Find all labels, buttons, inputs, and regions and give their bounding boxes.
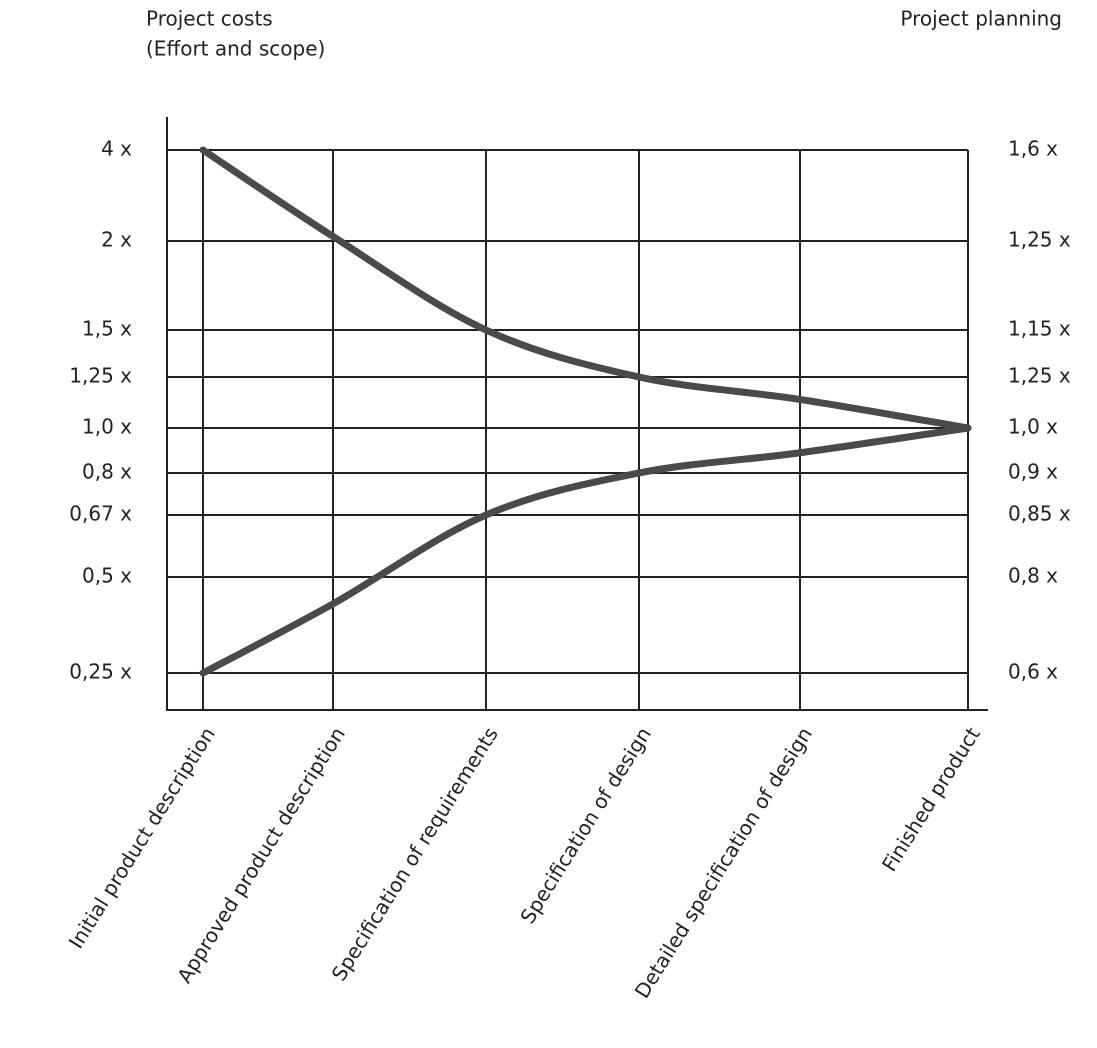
x-tick-label: Detailed specification of design bbox=[630, 723, 817, 1003]
series-line bbox=[199, 424, 972, 677]
y2-tick-label: 1,0 x bbox=[1008, 415, 1058, 439]
y2-tick-label: 1,15 x bbox=[1008, 317, 1071, 341]
series-line bbox=[199, 146, 972, 432]
y-tick-label: 0,5 x bbox=[82, 564, 132, 588]
y-tick-label: 1,0 x bbox=[82, 415, 132, 439]
y-axis-title: Project costs bbox=[146, 7, 273, 31]
y2-tick-label: 1,25 x bbox=[1008, 364, 1071, 388]
x-tick-label: Initial product description bbox=[64, 723, 220, 953]
y-tick-label: 4 x bbox=[101, 137, 132, 161]
y-tick-label: 1,25 x bbox=[69, 364, 132, 388]
y-tick-label: 0,8 x bbox=[82, 460, 132, 484]
y-tick-label: 0,67 x bbox=[69, 502, 132, 526]
y-tick-label: 1,5 x bbox=[82, 317, 132, 341]
y2-tick-label: 0,8 x bbox=[1008, 564, 1058, 588]
y-tick-label: 0,25 x bbox=[69, 660, 132, 684]
y2-tick-label: 0,6 x bbox=[1008, 660, 1058, 684]
x-tick-label: Specification of design bbox=[515, 723, 656, 928]
y-tick-label: 2 x bbox=[101, 228, 132, 252]
y2-tick-label: 1,6 x bbox=[1008, 137, 1058, 161]
y2-tick-label: 1,25 x bbox=[1008, 228, 1071, 252]
y2-axis-title: Project planning bbox=[900, 7, 1062, 31]
y2-tick-label: 0,9 x bbox=[1008, 460, 1058, 484]
y2-tick-label: 0,85 x bbox=[1008, 502, 1071, 526]
x-tick-label: Specification of requirements bbox=[327, 723, 503, 985]
y-axis-title: (Effort and scope) bbox=[146, 37, 325, 61]
x-tick-label: Finished product bbox=[877, 723, 985, 876]
